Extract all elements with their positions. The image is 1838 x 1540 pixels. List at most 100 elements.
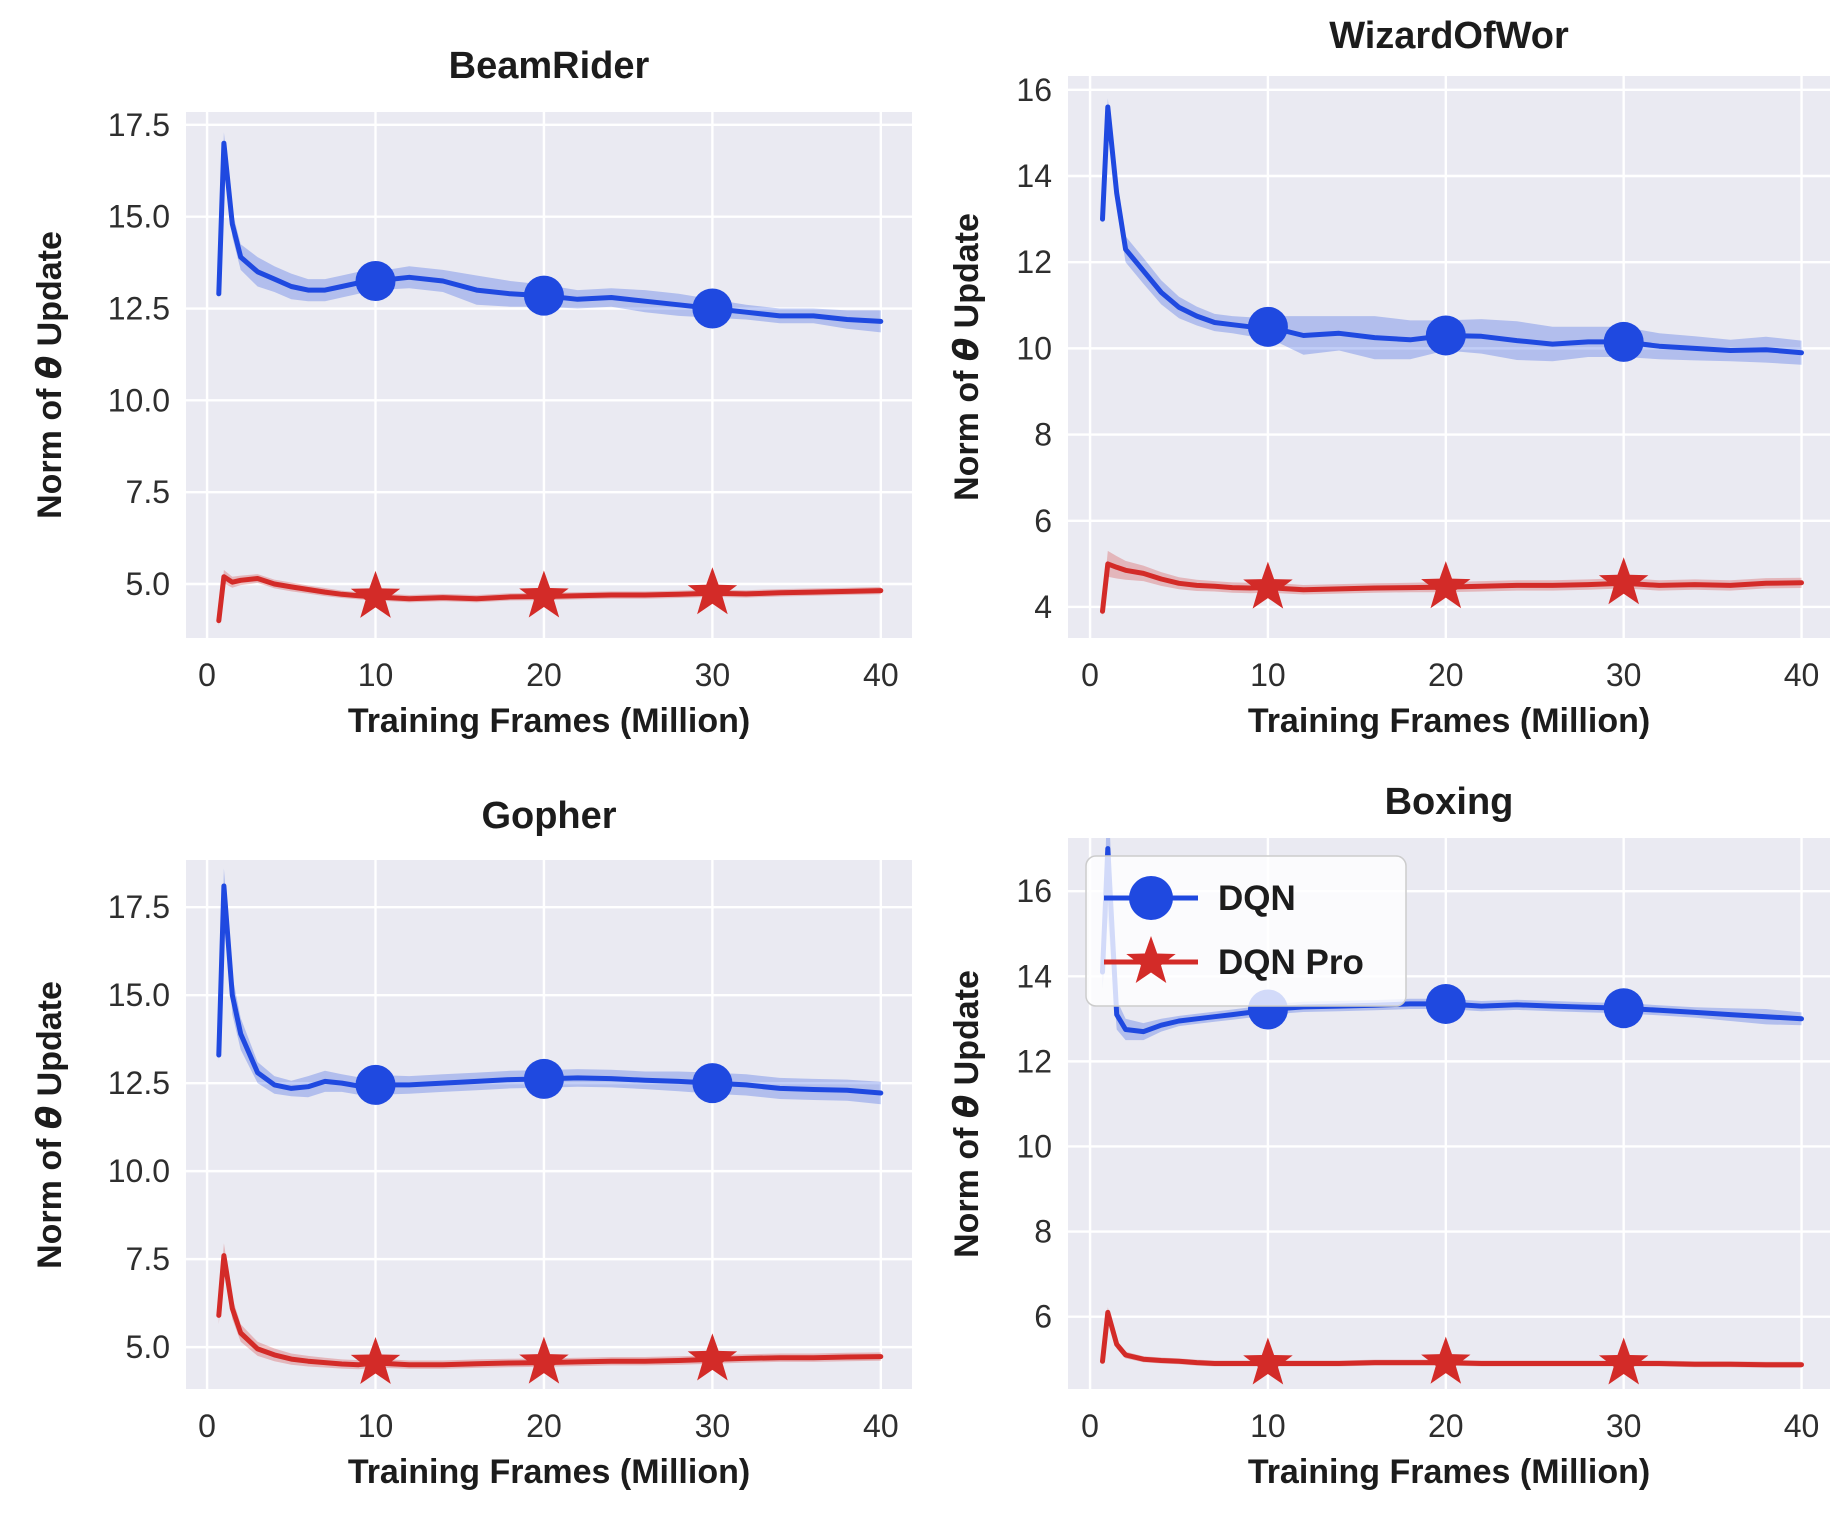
dqn-line: [216, 883, 884, 1096]
dqn-marker-circle: [1247, 306, 1288, 347]
dqn-line: [1100, 104, 1804, 356]
dqn-band: [218, 868, 881, 1105]
plot-area-beamrider: 5.0 7.5 10.0 12.5 15.0 17.5 0 10 20 30 40: [108, 107, 912, 693]
y-tick-label: 10.0: [108, 382, 170, 418]
x-tick-label: 0: [198, 657, 216, 693]
dqn-pro-line: [216, 1253, 884, 1368]
y-tick-label: 7.5: [126, 1241, 170, 1277]
dqn-marker-circle: [1603, 988, 1644, 1029]
legend-dqn-pro-label: DQN Pro: [1218, 943, 1364, 982]
y-tick-label: 10.0: [108, 1153, 170, 1189]
tick-labels: 5.0 7.5 10.0 12.5 15.0 17.5 0 10 20 30 40: [108, 107, 899, 693]
series-group: [1100, 98, 1804, 617]
dqn-pro-line: [216, 574, 884, 624]
plot-area-boxing: 6 8 10 12 14 16 0 10 20 30 40 DQN DQN Pro: [1016, 838, 1830, 1444]
tick-labels: 4 6 8 10 12 14 16 0 10 20 30 40: [1016, 72, 1819, 693]
x-tick-label: 20: [1428, 1408, 1464, 1444]
legend: DQN DQN Pro: [1085, 855, 1407, 1007]
dqn-pro-marker-star: [1243, 1337, 1293, 1385]
legend-dqn-pro-marker: [1126, 936, 1176, 983]
dqn-marker-circle: [523, 1058, 564, 1099]
subplot-wizardofwor: WizardOfWor Norm of θ Update Training Fr…: [919, 0, 1838, 770]
subplot-beamrider: BeamRider Norm of θ Update Training Fram…: [0, 0, 919, 770]
dqn-pro-marker-star: [1598, 1337, 1649, 1385]
x-tick-label: 30: [1606, 1408, 1642, 1444]
dqn-pro-marker-star: [519, 570, 569, 618]
x-tick-label: 20: [526, 657, 562, 693]
plot-area-gopher: 5.0 7.5 10.0 12.5 15.0 17.5 0 10 20 30 40: [108, 860, 912, 1444]
dqn-pro-line: [1100, 1309, 1804, 1368]
tick-labels: 5.0 7.5 10.0 12.5 15.0 17.5 0 10 20 30 40: [108, 889, 899, 1444]
x-tick-label: 40: [863, 657, 899, 693]
y-tick-label: 6: [1034, 1299, 1052, 1335]
plot-area-wizardofwor: 4 6 8 10 12 14 16 0 10 20 30 40: [1016, 72, 1830, 693]
y-tick-label: 5.0: [126, 566, 170, 602]
y-tick-label: 12: [1016, 1043, 1052, 1079]
x-tick-label: 10: [358, 1408, 394, 1444]
y-tick-label: 16: [1016, 72, 1052, 108]
y-tick-label: 5.0: [126, 1329, 170, 1365]
y-tick-label: 10: [1016, 1128, 1052, 1164]
gridlines: [1068, 838, 1830, 1389]
y-tick-label: 10: [1016, 330, 1052, 366]
x-tick-label: 10: [1250, 657, 1286, 693]
x-tick-label: 0: [1081, 1408, 1099, 1444]
x-tick-label: 20: [1428, 657, 1464, 693]
dqn-pro-marker-star: [687, 567, 738, 615]
subplot-gopher: Gopher Norm of θ Update Training Frames …: [0, 770, 919, 1540]
dqn-marker-circle: [1603, 321, 1644, 362]
dqn-marker-circle: [692, 288, 733, 329]
x-tick-label: 20: [526, 1408, 562, 1444]
tick-labels: 6 8 10 12 14 16 0 10 20 30 40: [1016, 873, 1819, 1444]
dqn-marker-circle: [523, 275, 564, 316]
dqn-pro-marker-star: [519, 1336, 569, 1384]
y-tick-label: 15.0: [108, 977, 170, 1013]
dqn-pro-marker-star: [1421, 1336, 1471, 1384]
dqn-pro-marker-star: [687, 1333, 738, 1381]
dqn-marker-circle: [355, 260, 396, 301]
dqn-pro-marker-star: [1421, 561, 1471, 609]
y-tick-label: 12.5: [108, 1065, 170, 1101]
y-tick-label: 4: [1034, 589, 1052, 625]
x-tick-label: 40: [1784, 1408, 1820, 1444]
dqn-marker-circle: [692, 1063, 733, 1104]
plot-panel: [186, 112, 912, 638]
x-tick-label: 30: [695, 1408, 731, 1444]
y-tick-label: 7.5: [126, 474, 170, 510]
dqn-pro-line: [1100, 561, 1804, 614]
dqn-pro-marker-star: [1243, 561, 1293, 609]
x-tick-label: 0: [198, 1408, 216, 1444]
dqn-marker-circle: [1425, 983, 1466, 1024]
dqn-line: [216, 140, 884, 324]
y-tick-label: 12: [1016, 244, 1052, 280]
x-tick-label: 0: [1081, 657, 1099, 693]
x-tick-label: 10: [1250, 1408, 1286, 1444]
dqn-marker-circle: [1425, 315, 1466, 356]
legend-dqn-marker: [1129, 876, 1173, 920]
legend-dqn-label: DQN: [1218, 879, 1296, 918]
y-tick-label: 14: [1016, 958, 1052, 994]
x-tick-label: 10: [358, 657, 394, 693]
y-tick-label: 12.5: [108, 291, 170, 327]
y-tick-label: 17.5: [108, 889, 170, 925]
y-tick-label: 14: [1016, 158, 1052, 194]
x-tick-label: 40: [1784, 657, 1820, 693]
plot-panel: [186, 860, 912, 1389]
y-tick-label: 8: [1034, 1214, 1052, 1250]
x-tick-label: 40: [863, 1408, 899, 1444]
gridlines: [186, 112, 912, 638]
y-tick-label: 8: [1034, 417, 1052, 453]
y-tick-label: 15.0: [108, 199, 170, 235]
y-tick-label: 6: [1034, 503, 1052, 539]
y-tick-label: 17.5: [108, 107, 170, 143]
dqn-pro-marker-star: [1598, 557, 1649, 605]
dqn-marker-circle: [355, 1064, 396, 1105]
x-tick-label: 30: [695, 657, 731, 693]
dqn-pro-marker-star: [350, 1337, 401, 1384]
series-group: [216, 132, 884, 627]
series-group: [216, 868, 884, 1384]
subplot-boxing: Boxing Norm of θ Update Training Frames …: [919, 770, 1838, 1540]
dqn-pro-marker-star: [350, 570, 401, 618]
x-tick-label: 30: [1606, 657, 1642, 693]
